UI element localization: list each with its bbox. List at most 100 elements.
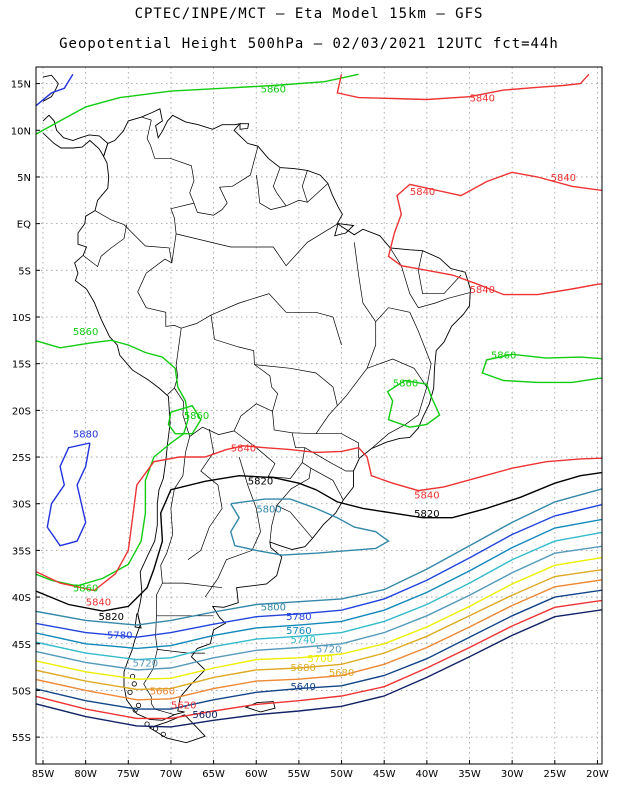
political-border <box>197 146 259 216</box>
lat-tick-label: 25S <box>12 453 31 464</box>
political-border <box>389 247 470 309</box>
political-border <box>143 436 191 716</box>
political-border <box>316 433 359 458</box>
political-border <box>210 293 342 346</box>
contour-5780 <box>36 503 602 638</box>
lon-tick-label: 45W <box>373 769 396 780</box>
south-america-coastline <box>74 108 471 721</box>
contour-label-5720: 5720 <box>133 658 158 669</box>
contour-label-5820: 5820 <box>414 509 439 520</box>
political-border <box>187 428 223 560</box>
contour-label-5840: 5840 <box>410 187 435 198</box>
political-border <box>170 202 195 263</box>
contour-5840 <box>36 445 602 592</box>
contour-5840 <box>336 73 590 101</box>
contour-label-5860: 5860 <box>73 584 98 595</box>
honduras-coastline <box>42 74 59 84</box>
political-border <box>272 167 287 207</box>
island-outline <box>135 702 142 708</box>
contour-label-5720: 5720 <box>316 644 341 655</box>
lon-tick-label: 35W <box>458 769 481 780</box>
lat-tick-label: 15S <box>12 360 31 371</box>
cuba-coastline <box>62 8 135 38</box>
lat-tick-label: 10S <box>12 313 31 324</box>
lon-tick-label: 85W <box>32 769 55 780</box>
contour-label-5680: 5680 <box>329 668 354 679</box>
tierra-del-fuego-coastline <box>148 714 206 744</box>
contour-label-5840: 5840 <box>551 173 576 184</box>
lon-tick-label: 20W <box>586 769 609 780</box>
lat-tick-label: 15N <box>11 80 31 91</box>
contour-label-5640: 5640 <box>290 682 315 693</box>
island-outline <box>131 681 137 687</box>
lat-tick-label: 50S <box>12 686 31 697</box>
contour-label-5880: 5880 <box>73 430 98 441</box>
political-border <box>141 116 152 121</box>
contour-label-5860: 5860 <box>73 327 98 338</box>
lon-tick-label: 60W <box>245 769 268 780</box>
lon-tick-label: 80W <box>74 769 97 780</box>
contour-label-5860: 5860 <box>491 350 516 361</box>
central-america-coastline <box>42 114 109 158</box>
jamaica-coastline <box>100 53 118 58</box>
contour-label-5660: 5660 <box>150 686 175 697</box>
geopotential-contours <box>36 73 602 728</box>
contour-5860 <box>36 339 189 587</box>
contour-label-5700: 5700 <box>307 654 332 665</box>
island-outline <box>127 689 133 695</box>
political-border <box>181 314 278 412</box>
lon-tick-label: 40W <box>416 769 439 780</box>
contour-5860 <box>386 379 441 428</box>
political-border <box>269 505 278 543</box>
contour-label-5840: 5840 <box>470 285 495 296</box>
lat-tick-label: 20S <box>12 406 31 417</box>
political-border <box>310 467 344 501</box>
contour-label-5740: 5740 <box>290 635 315 646</box>
political-border <box>167 328 182 395</box>
political-border <box>204 456 261 598</box>
contour-label-5620: 5620 <box>171 700 196 711</box>
political-border <box>254 364 338 435</box>
contour-5620 <box>36 599 602 720</box>
contour-5700 <box>36 556 602 680</box>
lat-tick-label: EQ <box>17 220 31 231</box>
island-outline <box>132 707 138 713</box>
lat-tick-label: 35S <box>12 546 31 557</box>
contour-5660 <box>36 579 602 701</box>
contour-5760 <box>36 518 602 650</box>
contour-label-5760: 5760 <box>286 626 311 637</box>
contour-label-5860: 5860 <box>261 84 286 95</box>
political-border <box>162 582 223 589</box>
contour-5600 <box>36 609 602 728</box>
lon-tick-label: 25W <box>543 769 566 780</box>
contour-label-5820: 5820 <box>99 612 124 623</box>
contour-5860 <box>36 73 359 135</box>
political-border <box>417 250 462 295</box>
lat-tick-label: 55S <box>12 733 31 744</box>
political-border <box>146 119 198 213</box>
contour-5880 <box>46 442 91 547</box>
contour-5680 <box>36 568 602 691</box>
contour-label-5820: 5820 <box>248 476 273 487</box>
map-frame <box>35 66 603 765</box>
contour-label-5840: 5840 <box>231 444 256 455</box>
lat-tick-label: 40S <box>12 593 31 604</box>
contour-label-5860: 5860 <box>393 378 418 389</box>
lat-tick-label: 30S <box>12 500 31 511</box>
contour-label-5600: 5600 <box>192 710 217 721</box>
contour-label-5840: 5840 <box>86 598 111 609</box>
lon-tick-label: 50W <box>330 769 353 780</box>
political-border <box>137 258 182 329</box>
political-border <box>94 210 173 263</box>
trinidad-coastline <box>239 123 250 130</box>
lat-tick-label: 5S <box>18 266 31 277</box>
contour-label-5800: 5800 <box>261 602 286 613</box>
political-border <box>255 175 329 210</box>
contour-5840 <box>387 171 602 296</box>
lat-tick-label: 45S <box>12 640 31 651</box>
political-border <box>337 242 377 406</box>
contour-5880 <box>36 73 74 107</box>
contour-5800 <box>229 498 390 556</box>
contour-labels: 5860 5840 5840 5840 5840 5860 5860 5860 5860 5880… <box>73 84 576 721</box>
